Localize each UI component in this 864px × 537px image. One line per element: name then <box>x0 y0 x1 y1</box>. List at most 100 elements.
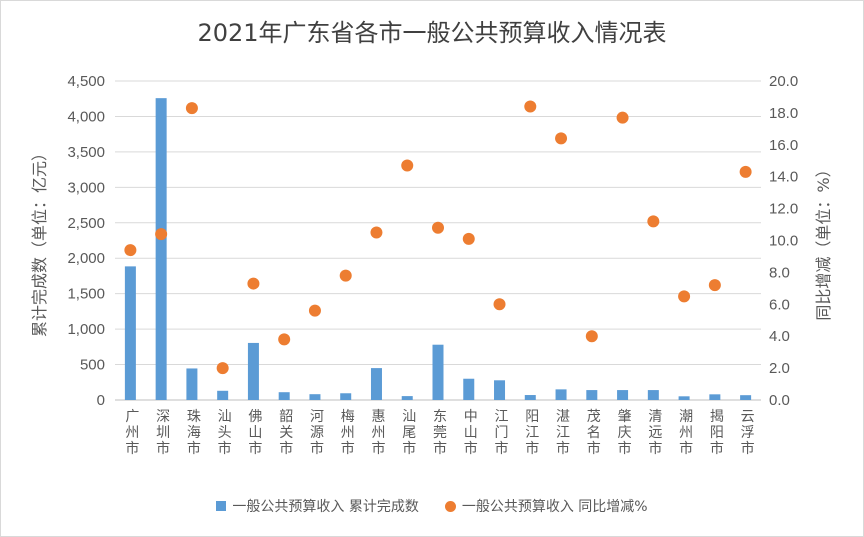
scatter-point[interactable] <box>432 221 444 234</box>
y-tick-label: 2,500 <box>67 215 105 232</box>
y2-tick-label: 10.0 <box>769 233 798 250</box>
bar[interactable] <box>340 393 352 400</box>
category-label: 潮州市 <box>679 409 693 457</box>
category-label: 中山市 <box>464 409 478 457</box>
category-labels: 广州市 深圳市 珠海市 汕头市 佛山市 韶关市 河源市 梅州市 惠州市 汕尾市 东莞市 中山市 江门市 阳… <box>125 408 754 457</box>
left-axis-title: 累计完成数（单位：亿元） <box>30 145 49 337</box>
category-label: 韶关市 <box>279 409 293 457</box>
right-axis-title: 同比增减（单位：%） <box>814 161 833 320</box>
legend-label-bar: 一般公共预算收入 累计完成数 <box>232 499 419 515</box>
scatter-point[interactable] <box>247 277 260 290</box>
left-axis-ticks: 0 500 1,000 1,500 2,000 2,500 3,000 3,500 4,000 4… <box>67 73 105 409</box>
scatter-point[interactable] <box>462 232 475 245</box>
dot-swatch-icon <box>444 500 456 512</box>
bar[interactable] <box>709 394 721 400</box>
category-label: 东莞市 <box>433 409 447 457</box>
y2-tick-label: 18.0 <box>769 105 798 122</box>
category-label: 惠州市 <box>371 409 385 457</box>
bar[interactable] <box>647 390 659 400</box>
scatter-point[interactable] <box>647 215 660 228</box>
scatter-point[interactable] <box>124 244 137 257</box>
category-label: 佛山市 <box>248 409 262 457</box>
scatter-point[interactable] <box>708 279 721 292</box>
y-tick-label: 1,500 <box>67 286 105 303</box>
scatter-point[interactable] <box>678 290 691 303</box>
category-label: 广州市 <box>125 409 139 457</box>
y-tick-label: 2,000 <box>67 250 105 267</box>
category-label: 深圳市 <box>156 409 170 457</box>
bar-swatch-icon <box>216 501 227 511</box>
y2-tick-label: 20.0 <box>769 73 798 90</box>
bar[interactable] <box>432 344 444 400</box>
legend-item-scatter[interactable]: 一般公共预算收入 同比增减% <box>444 496 648 516</box>
y-tick-label: 4,500 <box>67 73 105 90</box>
y-tick-label: 4,000 <box>67 108 105 125</box>
legend-label-scatter: 一般公共预算收入 同比增减% <box>461 499 648 515</box>
y2-tick-label: 6.0 <box>769 296 790 313</box>
scatter-point[interactable] <box>155 228 168 241</box>
y2-tick-label: 12.0 <box>769 201 798 218</box>
scatter-point[interactable] <box>524 100 537 113</box>
bar[interactable] <box>155 98 167 400</box>
bar[interactable] <box>555 389 567 400</box>
category-label: 揭阳市 <box>710 409 724 457</box>
scatter-point[interactable] <box>308 304 321 317</box>
category-label: 汕尾市 <box>402 409 416 457</box>
bar[interactable] <box>586 390 598 400</box>
category-label: 云浮市 <box>741 409 755 457</box>
right-axis-ticks: 0.0 2.0 4.0 6.0 8.0 10.0 12.0 14.0 16.0 18.0 20.0 <box>769 73 798 409</box>
y-tick-label: 3,500 <box>67 144 105 161</box>
y2-tick-label: 14.0 <box>769 169 798 186</box>
scatter-point[interactable] <box>616 111 629 124</box>
y2-tick-label: 8.0 <box>769 264 790 281</box>
category-label: 汕头市 <box>218 409 232 457</box>
bar[interactable] <box>740 395 752 400</box>
category-label: 肇庆市 <box>618 409 632 457</box>
scatter-point[interactable] <box>370 226 383 239</box>
legend: 一般公共预算收入 累计完成数 一般公共预算收入 同比增减% <box>1 496 863 516</box>
scatter-point[interactable] <box>585 330 598 343</box>
chart-title: 2021年广东省各市一般公共预算收入情况表 <box>197 19 667 47</box>
y-tick-label: 500 <box>80 357 105 374</box>
y2-tick-label: 4.0 <box>769 328 790 345</box>
y-tick-label: 3,000 <box>67 179 105 196</box>
scatter-series <box>124 100 752 375</box>
bar[interactable] <box>186 368 198 400</box>
y-tick-label: 1,000 <box>67 321 105 338</box>
bar[interactable] <box>678 396 690 400</box>
scatter-point[interactable] <box>185 102 198 115</box>
scatter-point[interactable] <box>278 333 291 346</box>
category-label: 阳江市 <box>525 409 539 457</box>
bar[interactable] <box>370 368 382 400</box>
y2-tick-label: 0.0 <box>769 392 790 409</box>
category-label: 梅州市 <box>341 409 355 457</box>
bar[interactable] <box>309 394 321 400</box>
category-label: 茂名市 <box>587 408 601 457</box>
bar[interactable] <box>494 380 506 400</box>
bar-series <box>124 98 752 400</box>
scatter-point[interactable] <box>739 165 752 178</box>
y2-tick-label: 16.0 <box>769 137 798 154</box>
scatter-point[interactable] <box>401 159 414 172</box>
y2-tick-label: 2.0 <box>769 360 790 377</box>
bar[interactable] <box>217 390 229 400</box>
scatter-point[interactable] <box>555 132 568 145</box>
bar[interactable] <box>247 342 259 400</box>
bar[interactable] <box>124 266 136 400</box>
category-label: 河源市 <box>310 409 324 457</box>
bar[interactable] <box>278 392 290 400</box>
bar[interactable] <box>401 396 413 400</box>
y-tick-label: 0 <box>97 392 105 409</box>
scatter-point[interactable] <box>339 269 352 282</box>
scatter-point[interactable] <box>216 362 229 375</box>
bar[interactable] <box>524 395 536 400</box>
scatter-point[interactable] <box>493 298 506 311</box>
legend-item-bar[interactable]: 一般公共预算收入 累计完成数 <box>216 496 419 516</box>
bar[interactable] <box>463 378 475 400</box>
category-label: 清远市 <box>648 409 662 457</box>
category-label: 湛江市 <box>556 409 570 457</box>
category-label: 珠海市 <box>187 409 201 457</box>
bar[interactable] <box>617 390 629 400</box>
